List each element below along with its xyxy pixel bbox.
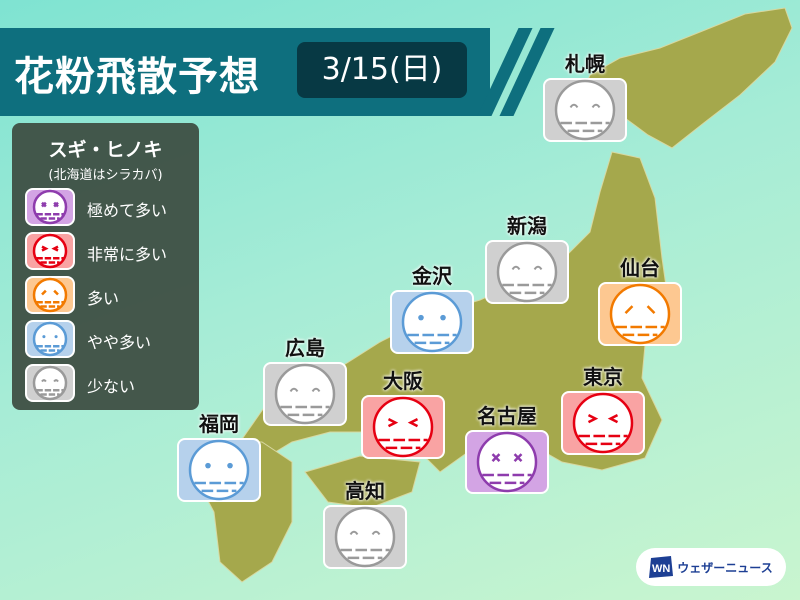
pollen-face-very_high-icon (561, 391, 645, 455)
wn-logo-icon: WN (649, 556, 674, 578)
city-label: 金沢 (412, 264, 452, 288)
face-low-icon (25, 364, 75, 406)
brand-name: ウェザーニュース (677, 560, 773, 575)
city-label: 広島 (285, 336, 325, 360)
legend-label: やや多い (87, 333, 152, 352)
face-high-icon (25, 276, 75, 318)
city-label: 東京 (583, 365, 623, 389)
pollen-face-low-icon (543, 78, 627, 142)
legend-label: 多い (87, 289, 120, 308)
pollen-face-low-icon (263, 362, 347, 426)
pollen-face-moderate-icon (177, 438, 261, 502)
city-label: 名古屋 (477, 404, 537, 428)
city-label: 仙台 (620, 256, 660, 280)
city-label: 福岡 (199, 412, 239, 436)
pollen-face-low-icon (323, 505, 407, 569)
weathernews-logo: WN ウェザーニュース (636, 548, 786, 586)
page-title: 花粉飛散予想 (14, 54, 260, 100)
legend-item-high: 多い (25, 276, 119, 318)
city-label: 新潟 (507, 214, 547, 238)
svg-text:WN: WN (652, 563, 670, 575)
legend-item-very_high: 非常に多い (25, 232, 167, 274)
legend-heading: スギ・ヒノキ (48, 139, 163, 161)
legend: スギ・ヒノキ (北海道はシラカバ) 極めて多い非常に多い多いやや多い少ない (12, 123, 199, 410)
legend-label: 極めて多い (87, 201, 168, 220)
legend-item-extreme: 極めて多い (25, 188, 167, 230)
city-label: 高知 (345, 479, 385, 503)
pollen-face-high-icon (598, 282, 682, 346)
city-label: 札幌 (565, 52, 605, 76)
face-extreme-icon (25, 188, 75, 230)
legend-label: 非常に多い (87, 245, 168, 264)
pollen-face-extreme-icon (465, 430, 549, 494)
pollen-face-moderate-icon (390, 290, 474, 354)
pollen-face-very_high-icon (361, 395, 445, 459)
legend-subheading: (北海道はシラカバ) (48, 168, 163, 183)
shikoku (304, 455, 421, 509)
face-moderate-icon (25, 320, 75, 362)
legend-item-low: 少ない (25, 364, 135, 406)
city-label: 大阪 (383, 369, 423, 393)
legend-label: 少ない (87, 377, 136, 396)
pollen-face-low-icon (485, 240, 569, 304)
legend-item-moderate: やや多い (25, 320, 151, 362)
forecast-date: 3/15(日) (297, 42, 467, 98)
face-very_high-icon (25, 232, 75, 274)
